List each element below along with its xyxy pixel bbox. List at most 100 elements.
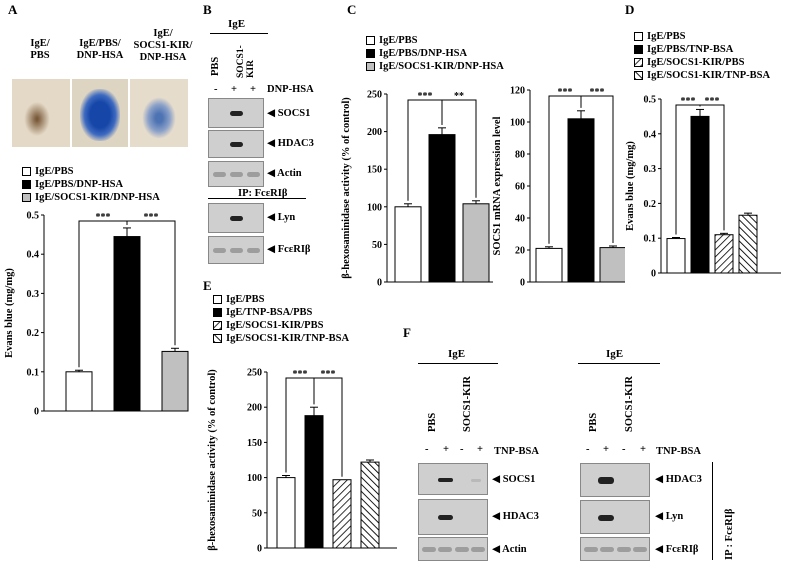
bar <box>276 477 296 549</box>
blot-header-ige: IgE <box>228 18 246 30</box>
y-axis-label: β-hexosaminidase activity (% of control) <box>341 97 352 279</box>
y-tick-label: 60 <box>515 182 525 193</box>
blot-socs1 <box>418 463 488 495</box>
blot-hdac3 <box>208 130 264 158</box>
y-axis-label: Evans blue (mg/mg) <box>4 268 15 358</box>
legend-swatch <box>366 49 375 58</box>
legend-label: IgE/SOCS1-KIR/DNP-HSA <box>35 192 160 203</box>
band-label: ◀ SOCS1 <box>492 474 536 485</box>
y-tick-label: 0.5 <box>27 211 40 222</box>
blot-lyn <box>208 203 264 233</box>
blot-actin <box>418 537 488 561</box>
y-tick-label: 0 <box>651 269 656 280</box>
legend-swatch <box>213 334 222 343</box>
sign: + <box>443 444 449 455</box>
sign: - <box>622 444 626 455</box>
col-label-pbs: PBS <box>427 412 438 432</box>
band-label: ◀ HDAC3 <box>267 138 314 149</box>
y-tick-label: 0.5 <box>644 95 657 106</box>
ear-photo-pbs <box>12 79 70 147</box>
blot-fceri <box>208 236 264 264</box>
legend-swatch <box>213 321 222 330</box>
legend-swatch <box>366 36 375 45</box>
y-tick-label: 150 <box>247 438 262 449</box>
legend-label: IgE/SOCS1-KIR/PBS <box>226 320 324 331</box>
y-tick-label: 100 <box>510 118 525 129</box>
sig-label: *** <box>558 87 573 98</box>
y-axis-label: SOCS1 mRNA expression level <box>492 116 503 255</box>
sig-label: *** <box>681 96 696 107</box>
bar <box>394 206 422 283</box>
sig-label: *** <box>590 87 605 98</box>
y-tick-label: 80 <box>515 150 525 161</box>
panel-label-e: E <box>203 278 212 293</box>
bar <box>599 247 625 283</box>
legend-swatch <box>213 295 222 304</box>
treatment-label: DNP-HSA <box>267 84 314 95</box>
legend-swatch <box>213 308 222 317</box>
legend-label: IgE/PBS <box>647 31 686 42</box>
panel-label-d: D <box>625 2 635 17</box>
legend-swatch <box>634 32 643 41</box>
legend-label: IgE/PBS <box>379 35 418 46</box>
legend-label: IgE/PBS <box>35 166 74 177</box>
y-axis-label: Evans blue (mg/mg) <box>625 141 636 231</box>
band-label: ◀ FcεRIβ <box>267 244 311 255</box>
bar <box>65 371 93 412</box>
photo-label: IgE/ SOCS1-KIR/ DNP-HSA <box>133 28 193 63</box>
legend-swatch <box>634 45 643 54</box>
treatment-label: TNP-BSA <box>656 446 701 457</box>
sig-bracket <box>580 95 614 243</box>
sig-bracket <box>126 220 176 346</box>
sig-bracket <box>313 377 343 477</box>
sig-label: *** <box>293 369 308 380</box>
blot-header-ige: IgE <box>448 348 466 360</box>
legend-swatch <box>366 62 375 71</box>
sign: + <box>231 84 237 95</box>
bar <box>462 203 490 283</box>
y-tick-label: 20 <box>515 246 525 257</box>
header-rule <box>418 363 498 364</box>
legend-swatch <box>22 167 31 176</box>
sig-label: ** <box>454 91 464 102</box>
blot-fceri-ip <box>580 537 650 561</box>
chart-c1: 0 50 100 150 200 250 β-hexosaminidase activity… <box>341 90 493 289</box>
panel-label-a: A <box>8 2 18 17</box>
y-tick-label: 0 <box>34 407 39 418</box>
legend-label: IgE/SOCS1-KIR/PBS <box>647 57 745 68</box>
bar <box>690 115 710 274</box>
chart-e: 0 50 100 150 200 250 β-hexosaminidase activity… <box>207 368 397 555</box>
sign: + <box>250 84 256 95</box>
y-tick-label: 100 <box>247 473 262 484</box>
y-tick-label: 50 <box>372 240 382 251</box>
chart-d: 0 0.1 0.2 0.3 0.4 0.5 Evans blue (mg/mg) *** *** <box>625 95 781 280</box>
legend-label: IgE/PBS <box>226 294 265 305</box>
y-tick-label: 120 <box>510 86 525 97</box>
y-tick-label: 0.3 <box>27 289 40 300</box>
legend-swatch <box>634 58 643 67</box>
y-tick-label: 0.3 <box>644 164 657 175</box>
legend-label: IgE/PBS/DNP-HSA <box>379 48 468 59</box>
y-tick-label: 0.1 <box>27 367 40 378</box>
sig-label: *** <box>144 212 159 223</box>
legend-swatch <box>22 193 31 202</box>
ear-photo-dnp-hsa <box>72 79 128 147</box>
y-tick-label: 0 <box>257 544 262 555</box>
photo-label: IgE/ PBS <box>30 38 50 61</box>
col-label-pbs: PBS <box>210 56 221 76</box>
blot-hdac3-ip <box>580 463 650 497</box>
sig-label: *** <box>418 91 433 102</box>
y-tick-label: 0.4 <box>644 129 657 140</box>
band-label: ◀ HDAC3 <box>492 511 539 522</box>
sign: - <box>460 444 464 455</box>
bar <box>332 479 352 549</box>
band-label: ◀ Lyn <box>267 212 296 223</box>
legend-c: IgE/PBS IgE/PBS/DNP-HSA IgE/SOCS1-KIR/DN… <box>366 34 504 73</box>
blot-lyn-ip <box>580 500 650 534</box>
band-label: ◀ FcεRIβ <box>655 544 699 555</box>
y-tick-label: 40 <box>515 214 525 225</box>
sign: - <box>425 444 429 455</box>
bar <box>428 134 456 283</box>
ip-label: IP: FcεRIβ <box>238 188 288 199</box>
col-label-pbs: PBS <box>588 412 599 432</box>
